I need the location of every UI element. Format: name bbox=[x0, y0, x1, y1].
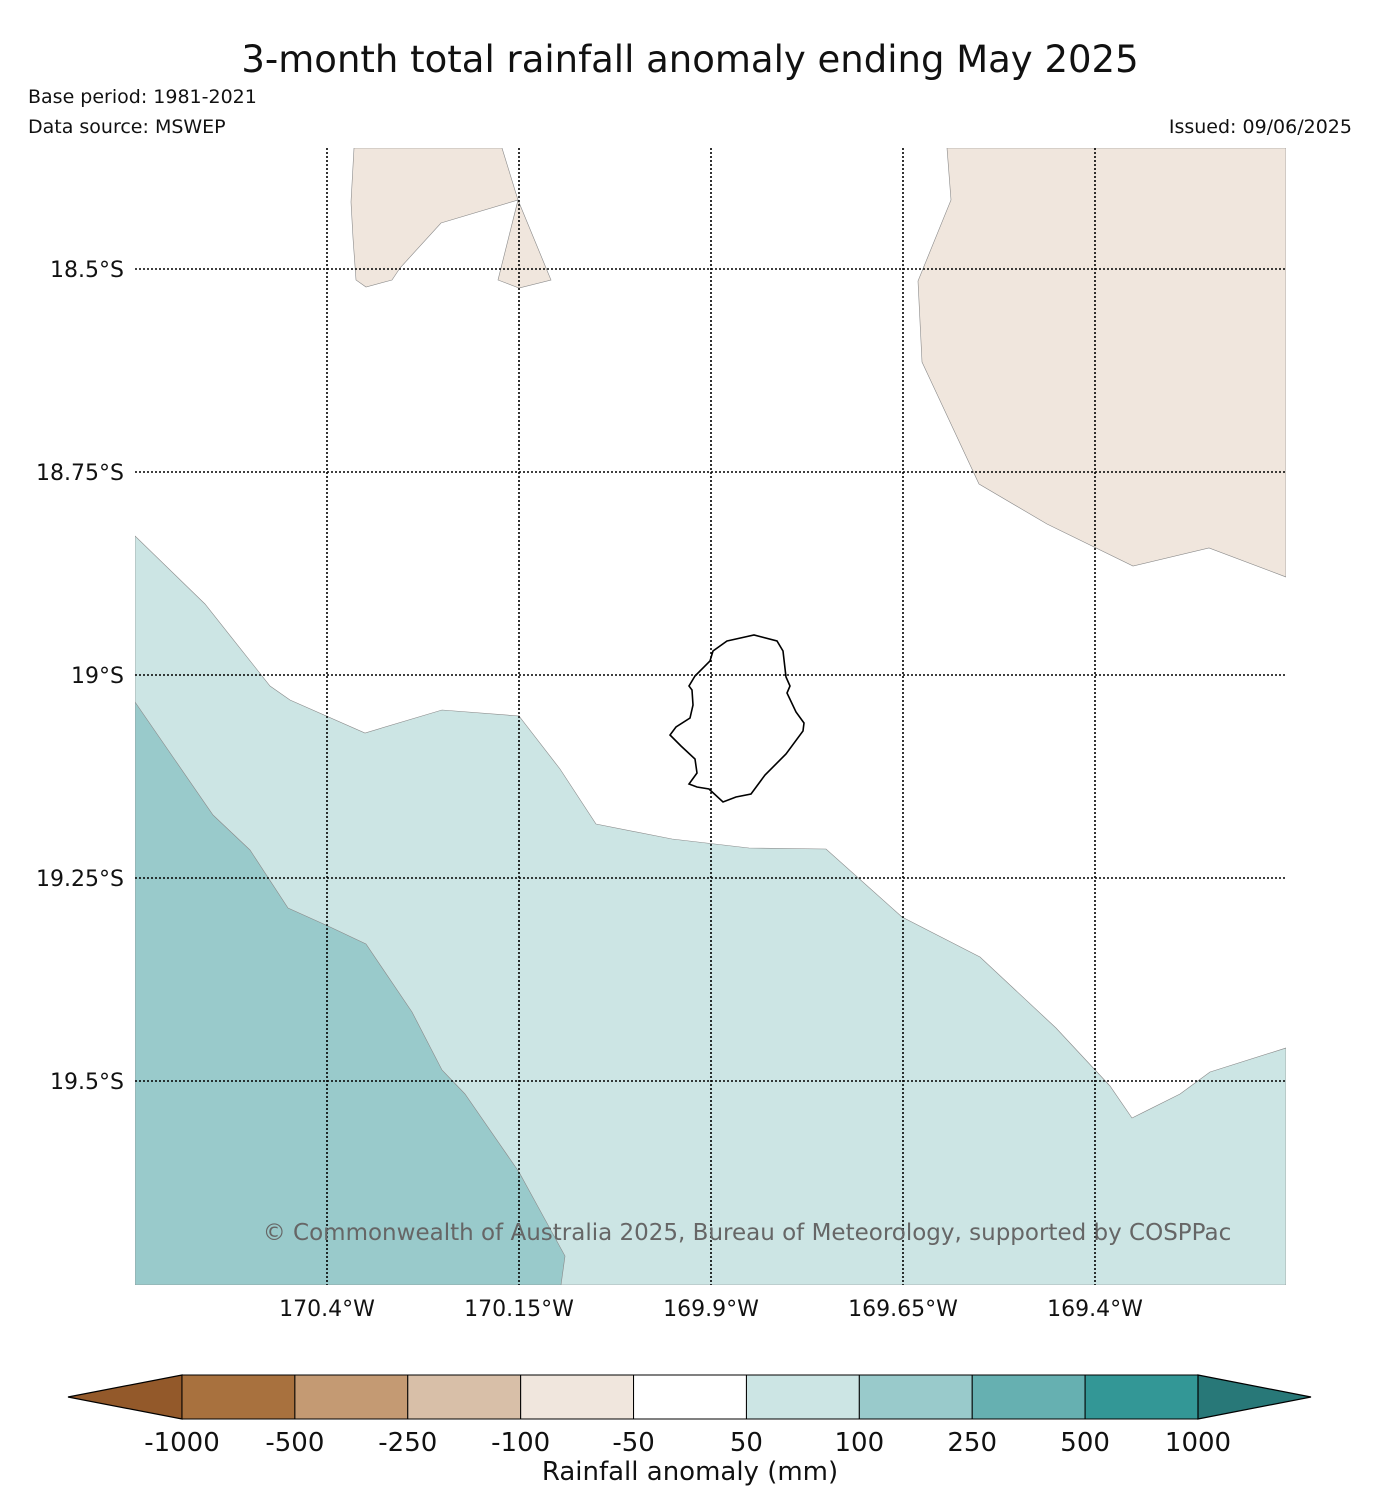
lat-label: 18.75°S bbox=[36, 461, 124, 486]
graticule bbox=[135, 148, 1286, 1285]
lat-label: 18.5°S bbox=[50, 258, 124, 283]
copyright-notice: © Commonwealth of Australia 2025, Bureau… bbox=[263, 1220, 1232, 1246]
colorbar-ticks: -1000 -500 -250 -100 -50 50 100 250 500 1000 bbox=[144, 1428, 1231, 1458]
colorbar-tick-label: 250 bbox=[947, 1428, 997, 1458]
latitude-labels: 18.5°S 18.75°S 19°S 19.25°S 19.5°S bbox=[36, 258, 124, 1095]
longitude-labels: 170.4°W 170.15°W 169.9°W 169.65°W 169.4°… bbox=[279, 1297, 1143, 1322]
colorbar: -1000 -500 -250 -100 -50 50 100 250 500 1000 Rain… bbox=[67, 1374, 1312, 1487]
colorbar-tick-label: 100 bbox=[835, 1428, 885, 1458]
map-area: © Commonwealth of Australia 2025, Bureau… bbox=[135, 148, 1286, 1285]
lon-label: 169.65°W bbox=[848, 1297, 958, 1322]
region-neg100-neg50-a bbox=[350, 148, 519, 288]
colorbar-tick-label: -50 bbox=[612, 1428, 654, 1458]
map-title: 3-month total rainfall anomaly ending Ma… bbox=[241, 38, 1139, 81]
lat-label: 19.25°S bbox=[36, 867, 124, 892]
colorbar-bins bbox=[181, 1374, 1199, 1420]
lat-label: 19°S bbox=[71, 664, 124, 689]
colorbar-extend-max bbox=[1197, 1374, 1312, 1420]
colorbar-tick-label: -100 bbox=[491, 1428, 550, 1458]
colorbar-label: Rainfall anomaly (mm) bbox=[542, 1457, 838, 1487]
colorbar-bin bbox=[633, 1374, 747, 1420]
issued-date: Issued: 09/06/2025 bbox=[1168, 116, 1352, 138]
colorbar-extend-min bbox=[67, 1374, 183, 1420]
lon-label: 170.15°W bbox=[464, 1297, 574, 1322]
colorbar-bin bbox=[971, 1374, 1086, 1420]
colorbar-bin bbox=[745, 1374, 860, 1420]
base-period: Base period: 1981-2021 bbox=[28, 86, 257, 108]
colorbar-tick-label: -250 bbox=[378, 1428, 437, 1458]
lat-label: 19.5°S bbox=[50, 1070, 124, 1095]
colorbar-tick-label: 50 bbox=[730, 1428, 763, 1458]
niue-island-outline bbox=[668, 634, 805, 803]
lon-label: 169.9°W bbox=[663, 1297, 759, 1322]
colorbar-bin bbox=[858, 1374, 973, 1420]
colorbar-bin bbox=[1084, 1374, 1199, 1420]
colorbar-tick-label: -500 bbox=[265, 1428, 324, 1458]
lon-label: 169.4°W bbox=[1047, 1297, 1143, 1322]
lon-label: 170.4°W bbox=[279, 1297, 375, 1322]
colorbar-tick-label: 1000 bbox=[1165, 1428, 1231, 1458]
colorbar-tick-label: -1000 bbox=[144, 1428, 220, 1458]
colorbar-bin bbox=[407, 1374, 522, 1420]
region-neg100-neg50-c bbox=[917, 148, 1286, 578]
colorbar-tick-label: 500 bbox=[1060, 1428, 1110, 1458]
colorbar-bin bbox=[520, 1374, 635, 1420]
data-source: Data source: MSWEP bbox=[28, 116, 226, 138]
colorbar-bin bbox=[294, 1374, 409, 1420]
colorbar-bin bbox=[181, 1374, 296, 1420]
region-100-250 bbox=[135, 701, 566, 1285]
